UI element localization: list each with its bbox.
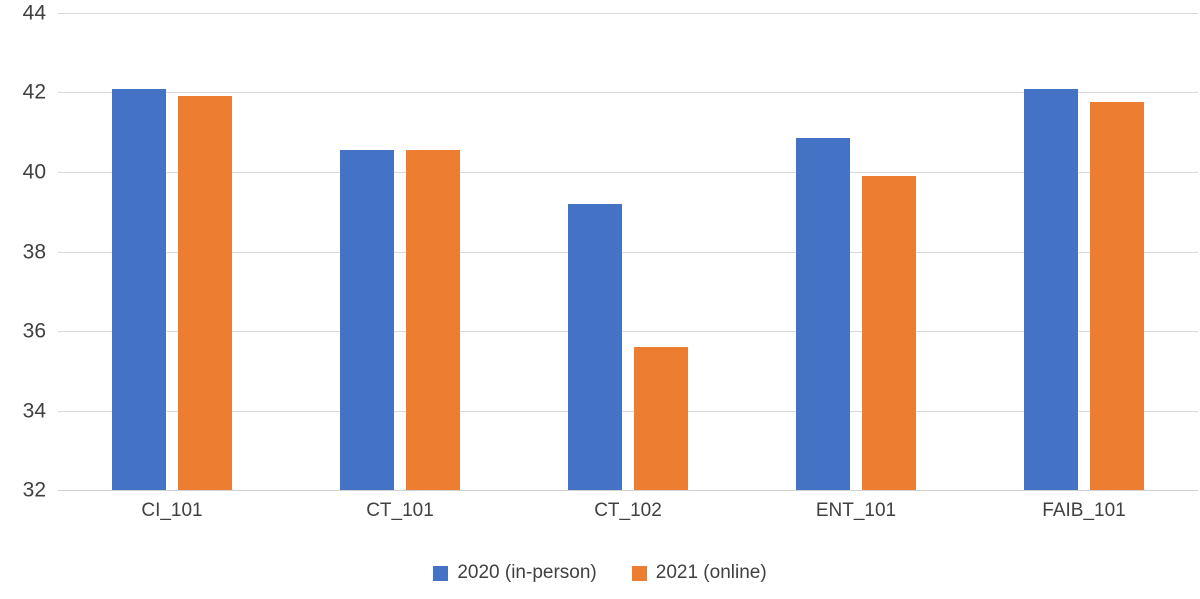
legend-label: 2021 (online) [655,562,767,583]
bar-2021-online-ct-101 [406,150,460,490]
legend-swatch-icon [433,565,449,581]
legend: 2020 (in-person) 2021 (online) [0,562,1200,584]
legend-item-2020-in-person: 2020 (in-person) [433,562,597,584]
y-tick-label-34: 34 [22,399,46,422]
y-tick-label-40: 40 [22,160,46,184]
bar-group-ct-101 [286,13,514,490]
bar-2020-in-person-ci-101 [112,88,166,490]
y-tick-label-44: 44 [22,1,46,25]
x-axis-labels: CI_101 CT_101 CT_102 ENT_101 FAIB_101 [58,500,1198,522]
bar-2021-online-ent-101 [862,175,916,490]
legend-swatch-icon [631,565,647,581]
bar-2021-online-faib-101 [1090,102,1144,490]
bar-2020-in-person-ct-102 [568,203,622,490]
gridline-40 [58,171,1198,173]
bar-2020-in-person-faib-101 [1024,88,1078,490]
bar-2020-in-person-ct-101 [340,150,394,490]
bar-group-faib-101 [970,13,1198,490]
bar-group-ct-102 [514,13,742,490]
bar-group-ent-101 [742,13,970,490]
legend-item-2021-online: 2021 (online) [631,562,767,584]
x-axis-line [58,490,1198,491]
y-axis: 32 34 36 38 40 42 44 [0,3,46,501]
legend-label: 2020 (in-person) [457,562,597,583]
bar-2020-in-person-ent-101 [796,138,850,490]
category-label-ct-101: CT_101 [366,500,434,521]
y-tick-label-36: 36 [22,319,46,343]
bar-2021-online-ci-101 [178,96,232,490]
gridline-34 [58,410,1198,412]
gridline-42 [58,92,1198,94]
category-label-ent-101: ENT_101 [815,500,897,521]
gridline-44 [58,13,1198,14]
bar-group-ci-101 [58,13,286,490]
y-tick-label-42: 42 [22,80,46,104]
plot-area [58,13,1198,491]
y-tick-label-32: 32 [22,478,46,502]
gridline-38 [58,251,1198,253]
category-label-ci-101: CI_101 [141,500,203,521]
category-label-faib-101: FAIB_101 [1042,500,1126,521]
bar-groups [58,13,1198,490]
bar-2021-online-ct-102 [634,346,688,490]
gridline-36 [58,330,1198,332]
category-label-ct-102: CT_102 [594,500,662,521]
y-tick-label-38: 38 [22,240,46,263]
